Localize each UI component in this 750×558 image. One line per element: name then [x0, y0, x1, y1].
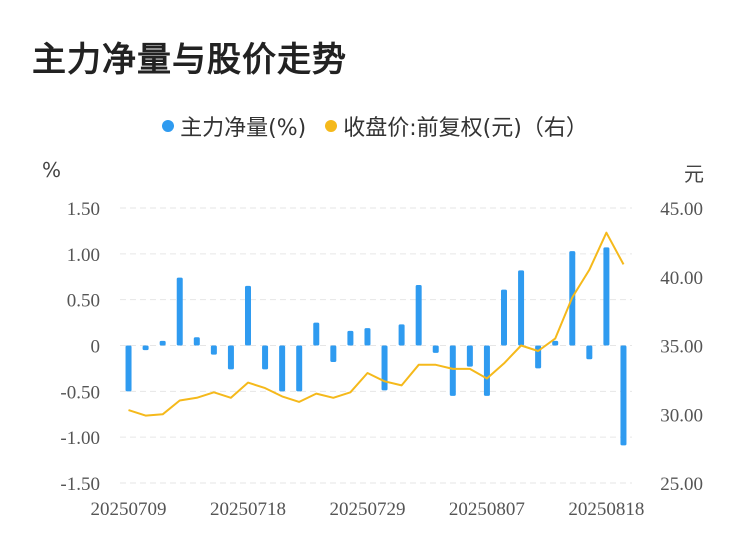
- x-tick-label: 20250718: [210, 499, 286, 520]
- legend-label-close-price: 收盘价:前复权(元)（右）: [343, 116, 588, 141]
- left-axis-unit: %: [42, 158, 62, 182]
- x-tick-label: 20250818: [568, 499, 644, 520]
- bar: [586, 345, 593, 360]
- chart-legend: 主力净量(%) 收盘价:前复权(元)（右）: [0, 110, 750, 142]
- x-tick-label: 20250807: [449, 499, 525, 520]
- bar: [330, 345, 337, 362]
- y-left-tick-label: -1.00: [60, 428, 100, 449]
- bar: [210, 345, 217, 355]
- y-left-tick-label: -0.50: [60, 382, 100, 403]
- bar: [193, 337, 200, 346]
- bar: [227, 345, 234, 370]
- x-tick-label: 20250709: [91, 499, 167, 520]
- bar: [620, 345, 627, 446]
- bar: [518, 270, 525, 346]
- bar: [483, 345, 490, 396]
- bar: [262, 345, 269, 370]
- y-right-tick-label: 40.00: [660, 268, 703, 289]
- y-right-tick-label: 25.00: [660, 474, 703, 495]
- bar: [415, 285, 422, 346]
- bar: [142, 345, 149, 351]
- bar: [432, 345, 439, 353]
- y-left-tick-label: 0: [91, 337, 101, 358]
- y-right-tick-label: 35.00: [660, 337, 703, 358]
- legend-item-net-volume[interactable]: 主力净量(%): [162, 110, 306, 142]
- legend-dot-close-price: [325, 120, 338, 132]
- y-left-tick-label: 1.00: [67, 245, 100, 266]
- bar: [552, 340, 559, 346]
- bar: [449, 345, 456, 396]
- page-title: 主力净量与股价走势: [32, 40, 347, 80]
- right-axis-unit: 元: [684, 162, 704, 186]
- bar: [501, 289, 507, 346]
- bar: [313, 322, 320, 346]
- bar: [466, 345, 473, 367]
- y-right-tick-label: 45.00: [660, 199, 703, 220]
- bar: [245, 285, 251, 346]
- bar: [364, 328, 371, 346]
- bar: [125, 345, 132, 392]
- y-left-tick-label: 1.50: [67, 199, 100, 220]
- y-right-tick-label: 30.00: [660, 405, 703, 426]
- legend-dot-net-volume: [162, 120, 175, 132]
- y-left-tick-label: 0.50: [67, 291, 100, 312]
- bar: [159, 340, 166, 346]
- bar: [603, 247, 610, 346]
- legend-item-close-price[interactable]: 收盘价:前复权(元)（右）: [325, 110, 588, 142]
- bar: [279, 345, 286, 392]
- bar: [296, 345, 303, 392]
- bar: [381, 345, 388, 391]
- bar: [347, 330, 354, 346]
- bar: [398, 324, 405, 346]
- y-left-tick-label: -1.50: [60, 474, 100, 495]
- bar: [176, 277, 183, 346]
- legend-label-net-volume: 主力净量(%): [180, 116, 307, 141]
- price-line: [128, 231, 625, 417]
- x-tick-label: 20250729: [329, 499, 405, 520]
